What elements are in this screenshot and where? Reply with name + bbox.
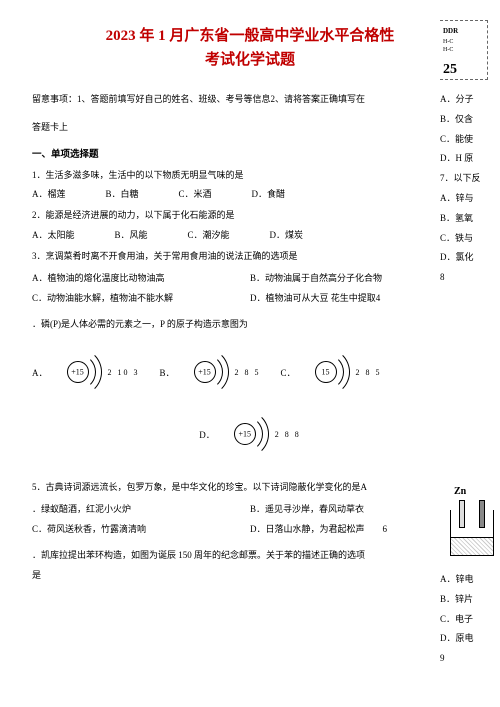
title-line1: 2023 年 1 月广东省一般高中学业水平合格性 [32,24,468,48]
atom-a-label: A． [32,366,48,379]
atom-c-label: C． [281,366,296,379]
atom-c: C． 15 2 8 5 [281,348,382,396]
q6-text: ．凯库拉提出苯环构造，如图为诞辰 150 周年的纪念邮票。关于苯的描述正确的选项 [32,546,468,566]
q2-opt-a: A．太阳能 [32,228,75,241]
atom-c-nucleus: 15 [322,368,330,377]
atom-b: B． +15 2 8 5 [160,348,261,396]
right-list: A．分子 B．仅含 C．能使 D．H 原 7．以下反 A．锌与 B．氢氧 C．铁… [440,90,500,288]
atom-d-shells: 2 8 8 [275,430,301,439]
q4-text: ．磷(P)是人体必需的元素之一，P 的原子构造示意图为 [32,315,468,335]
atom-diagrams-row1: A． +15 2 10 3 B． +15 2 8 5 C． [32,348,468,396]
q5-opt-c: C．荷风送秋香，竹露滴清响 [32,520,250,540]
q1-opt-b: B．白糖 [106,187,139,200]
right-column: DDR H-C H-C 25 A．分子 B．仅含 C．能使 D．H 原 7．以下… [440,20,500,288]
q3-opt-d: D．植物油可从大豆 花生中提取4 [250,289,468,309]
q2-options: A．太阳能 B．风能 C．潮汐能 D．煤炭 [32,228,468,241]
stamp-top: DDR [443,24,484,39]
stamp-number: 25 [443,55,484,86]
r-item-10: A．锌电 [440,570,500,590]
q2-text: 2．能源是经济进展的动力，以下属于化石能源的是 [32,206,468,226]
section-heading: 一、单项选择题 [32,146,468,160]
r-item-0: A．分子 [440,90,500,110]
r-item-2: C．能使 [440,130,500,150]
q1-opt-a: A．榴莲 [32,187,66,200]
q1-opt-d: D．食醋 [252,187,286,200]
notice-line2: 答题卡上 [32,118,468,138]
r-item-9: 8 [440,268,500,288]
r-item-13: D．原电 [440,629,500,649]
q1-opt-c: C．米酒 [179,187,212,200]
r-item-5: A．锌与 [440,189,500,209]
stamp-chem1: H-C [443,39,484,47]
q2-opt-c: C．潮汐能 [188,228,230,241]
zn-label: Zn [454,486,466,497]
atom-c-shells: 2 8 5 [356,368,382,377]
atom-d: D． +15 2 8 8 [199,410,301,458]
q6-text2: 是 [32,566,468,586]
q5-opt-a: ．绿蚁醅酒，红泥小火炉 [32,500,250,520]
beaker-diagram: Zn [450,500,496,560]
q1-options: A．榴莲 B．白糖 C．米酒 D．食醋 [32,187,468,200]
q3-opt-b: B．动物油属于自然高分子化合物 [250,269,468,289]
q1-text: 1．生活多滋多味，生活中的以下物质无明显气味的是 [32,166,468,186]
q3-opt-a: A．植物油的熔化温度比动物油高 [32,269,250,289]
q3-opt-c: C．动物油能水解，植物油不能水解 [32,289,250,309]
r-item-4: 7．以下反 [440,169,500,189]
right-column-2: A．锌电 B．锌片 C．电子 D．原电 9 [440,570,500,669]
q2-opt-d: D．煤炭 [270,228,304,241]
r-item-12: C．电子 [440,610,500,630]
r-item-6: B．氢氧 [440,209,500,229]
r-item-1: B．仅含 [440,110,500,130]
atom-a-nucleus: +15 [71,368,84,377]
r-item-7: C．铁与 [440,229,500,249]
stamp-chem2: H-C [443,47,484,55]
atom-b-shells: 2 8 5 [235,368,261,377]
r-item-11: B．锌片 [440,590,500,610]
q5-options: ．绿蚁醅酒，红泥小火炉 B．遥见寻沙岸，春风动草衣 C．荷风送秋香，竹露滴清响 … [32,500,468,540]
q3-text: 3．烹调菜肴时离不开食用油，关于常用食用油的说法正确的选项是 [32,247,468,267]
q5-opt-d: D．日落山水静，为君起松声 6 [250,520,468,540]
r-item-3: D．H 原 [440,149,500,169]
stamp-image: DDR H-C H-C 25 [440,20,488,80]
atom-b-nucleus: +15 [198,368,211,377]
q5-opt-b: B．遥见寻沙岸，春风动草衣 [250,500,468,520]
atom-b-label: B． [160,366,175,379]
q2-opt-b: B．风能 [115,228,148,241]
q3-options: A．植物油的熔化温度比动物油高 B．动物油属于自然高分子化合物 C．动物油能水解… [32,269,468,309]
atom-diagrams-row2: D． +15 2 8 8 [32,410,468,458]
r-item-14: 9 [440,649,500,669]
atom-a-shells: 2 10 3 [108,368,140,377]
notice-line1: 留意事项：1、答题前填写好自己的姓名、班级、考号等信息2、请将答案正确填写在 [32,90,468,110]
r-item-8: D．氯化 [440,248,500,268]
atom-d-label: D． [199,428,215,441]
atom-a: A． +15 2 10 3 [32,348,140,396]
q5-text: 5．古典诗词源远流长，包罗万象，是中华文化的珍宝。以下诗词隐蔽化学变化的是A [32,478,468,498]
title-line2: 考试化学试题 [32,48,468,72]
atom-d-nucleus: +15 [238,430,251,439]
